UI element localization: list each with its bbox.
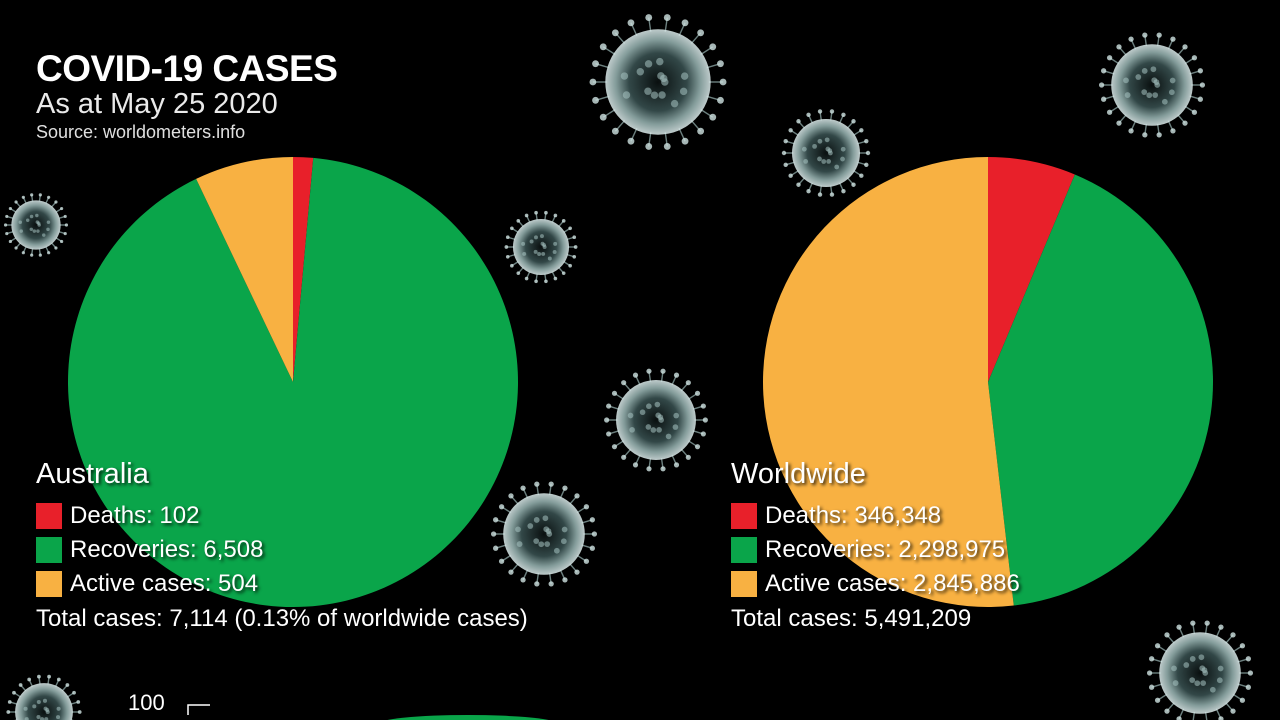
legend-label: Recoveries: 2,298,975 [765,536,1006,563]
source-note: Source: worldometers.info [36,122,246,142]
region-title-worldwide: Worldwide [731,458,866,490]
pie-chart-australia [68,157,519,607]
legend-item-deaths: Deaths: 102 [36,503,199,529]
legend-label: Recoveries: 6,508 [70,536,264,563]
legend-swatch-recoveries [731,537,757,563]
coronavirus-icon [3,193,69,257]
pie-slice-recoveries [988,174,1213,606]
coronavirus-icon [1146,620,1254,720]
coronavirus-icon [781,109,871,197]
region-title-australia: Australia [36,458,149,490]
y-tick-label: 100 [128,690,165,715]
pie-slice-deaths [988,157,1075,382]
coronavirus-icon [604,368,708,472]
total-cases-worldwide: Total cases: 5,491,209 [731,605,972,632]
legend-swatch-active [731,571,757,597]
legend-label: Deaths: 102 [70,502,200,529]
pie-slice-active [762,157,1014,607]
legend-label: Deaths: 346,348 [765,502,942,529]
total-cases-australia: Total cases: 7,114 (0.13% of worldwide c… [36,605,528,632]
page-title: COVID-19 CASES [36,48,338,89]
legend-item-recoveries: Recoveries: 2,298,975 [731,537,1005,563]
pie-slice-recoveries [68,157,519,607]
legend-item-deaths: Deaths: 346,348 [731,503,941,529]
bar-chart-partial [187,704,549,720]
virus-background [3,14,1254,720]
y-axis-line [187,704,210,715]
coronavirus-icon [1098,32,1206,138]
legend-label: Active cases: 2,845,886 [765,570,1020,597]
legend-swatch-deaths [731,503,757,529]
bar-top-cap [387,715,549,720]
pie-chart-worldwide [762,157,1213,607]
legend-swatch-deaths [36,503,62,529]
page-subtitle: As at May 25 2020 [36,88,278,120]
legend-swatch-recoveries [36,537,62,563]
coronavirus-icon [589,14,727,150]
legend-item-active: Active cases: 2,845,886 [731,571,1020,597]
legend-label: Active cases: 504 [70,570,259,597]
coronavirus-icon [504,210,578,284]
legend-item-recoveries: Recoveries: 6,508 [36,537,263,563]
legend-item-active: Active cases: 504 [36,571,258,597]
coronavirus-icon [6,674,82,720]
pie-slice-active [196,157,293,382]
legend-swatch-active [36,571,62,597]
pie-slice-deaths [293,157,314,382]
coronavirus-icon [490,481,598,587]
